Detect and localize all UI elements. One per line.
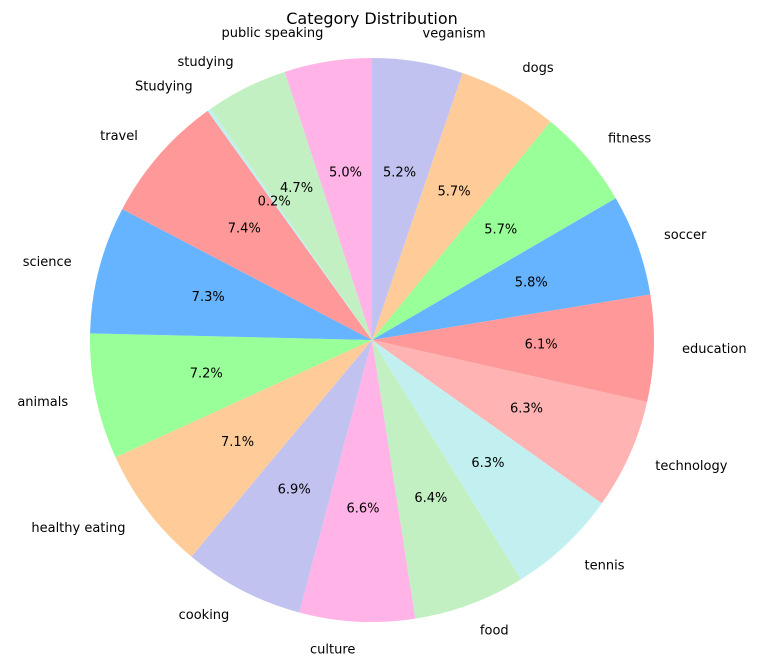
- slice-label-fitness-2: fitness: [608, 131, 651, 146]
- slice-label-veganism-0: veganism: [423, 26, 486, 41]
- slice-percent-science-12: 7.3%: [192, 290, 225, 305]
- pie-slice-soccer-3: [372, 198, 651, 340]
- slice-label-education-4: education: [682, 342, 747, 357]
- slice-percent-technology-5: 6.3%: [510, 401, 543, 416]
- pie-slice-science-12: [90, 209, 372, 340]
- pie-slice-culture-8: [299, 340, 416, 623]
- pie-slice-fitness-2: [372, 121, 616, 341]
- pie-slice-cooking-9: [191, 340, 372, 613]
- slice-label-food-7: food: [480, 623, 509, 638]
- slice-label-travel-13: travel: [100, 129, 138, 144]
- pie-slice-public-speaking-16: [284, 58, 372, 340]
- pie-slice-technology-5: [372, 340, 648, 504]
- pie-slice-travel-13: [122, 110, 372, 340]
- pie-labels: veganism 5.2% dogs 5.7% fitness 5.7% soccer 5.8…: [17, 26, 746, 657]
- slice-percent-veganism-0: 5.2%: [383, 166, 416, 181]
- pie-slice-healthy-eating-10: [115, 340, 372, 557]
- pie-slice-food-7: [372, 340, 521, 619]
- slice-label-studying-15: studying: [177, 55, 233, 70]
- slice-percent-fitness-2: 5.7%: [484, 223, 517, 238]
- slice-percent-tennis-6: 6.3%: [471, 456, 504, 471]
- slice-percent-healthy-eating-10: 7.1%: [221, 435, 254, 450]
- slice-label-culture-8: culture: [310, 642, 355, 657]
- slice-percent-studying-15: 4.7%: [280, 181, 313, 196]
- slice-percent-studying-14: 0.2%: [258, 194, 291, 209]
- slice-label-dogs-1: dogs: [522, 61, 553, 76]
- slice-label-studying-14: Studying: [135, 79, 193, 94]
- slice-percent-travel-13: 7.4%: [228, 222, 261, 237]
- slice-label-public-speaking-16: public speaking: [222, 26, 324, 41]
- slice-label-soccer-3: soccer: [664, 228, 707, 243]
- slice-label-technology-5: technology: [655, 459, 727, 474]
- chart-title: Category Distribution: [286, 9, 458, 28]
- slice-percent-education-4: 6.1%: [525, 338, 558, 353]
- pie-slice-animals-11: [90, 333, 373, 458]
- slice-percent-food-7: 6.4%: [414, 491, 447, 506]
- slice-percent-culture-8: 6.6%: [346, 501, 379, 516]
- pie-slices: [90, 58, 655, 623]
- slice-percent-soccer-3: 5.8%: [515, 275, 548, 290]
- pie-slice-studying-15: [210, 71, 372, 340]
- pie-slice-dogs-1: [372, 72, 551, 340]
- slice-label-tennis-6: tennis: [585, 558, 625, 573]
- pie-slice-veganism-0: [372, 58, 463, 340]
- pie-slice-tennis-6: [372, 340, 602, 580]
- slice-label-healthy-eating-10: healthy eating: [31, 521, 125, 536]
- slice-percent-public-speaking-16: 5.0%: [329, 165, 362, 180]
- pie-slice-education-4: [372, 294, 655, 403]
- slice-percent-cooking-9: 6.9%: [278, 483, 311, 498]
- slice-percent-dogs-1: 5.7%: [438, 185, 471, 200]
- slice-label-cooking-9: cooking: [179, 608, 230, 623]
- slice-label-animals-11: animals: [17, 395, 68, 410]
- slice-percent-animals-11: 7.2%: [190, 367, 223, 382]
- slice-label-science-12: science: [23, 255, 72, 270]
- pie-slice-studying-14: [207, 108, 372, 341]
